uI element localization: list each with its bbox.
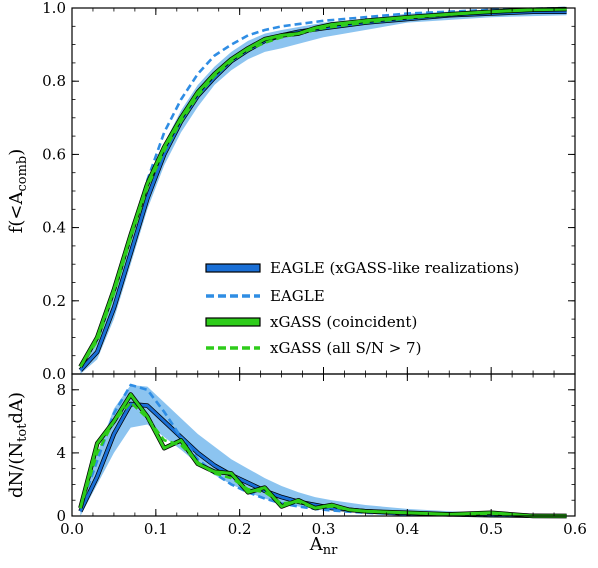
y-tick-label: 8 (56, 381, 66, 399)
x-label-sub: nr (323, 543, 338, 558)
y-axis-label-top: f(<Acomb) (6, 149, 30, 234)
y-tick-label: 1.0 (42, 0, 66, 17)
legend-swatch-2 (205, 317, 261, 327)
legend-label-3: xGASS (all S/N > 7) (270, 339, 421, 357)
x-tick-label: 0.0 (60, 520, 84, 538)
y-axis-label-bottom: dN/(NtotdA) (6, 392, 30, 498)
y-tick-label: 0.2 (42, 292, 66, 310)
y-label-close: ) (6, 149, 27, 156)
series-line-bottom-3 (79, 401, 567, 518)
y-tick-label: 4 (56, 444, 66, 462)
y-label-close: dA) (6, 392, 27, 424)
x-label-main: A (309, 534, 324, 555)
x-tick-label: 0.2 (228, 520, 252, 538)
y-tick-label: 0.4 (42, 219, 66, 237)
panel-bottom: 0.0 0.1 0.2 0.3 0.4 0.5 0.6 0 4 8 dN/(NtotdA) Anr (6, 373, 587, 558)
series-line-top-3 (79, 7, 567, 368)
y-tick-label: 0 (56, 507, 66, 525)
y-label-main: f(<A (6, 191, 27, 234)
panel-top: 0.0 0.2 0.4 0.6 0.8 1.0 f(<Acomb) (6, 0, 576, 383)
x-axis-label: Anr (309, 534, 338, 558)
y-label-main: dN/(N (6, 442, 27, 498)
legend-label-0: EAGLE (xGASS-like realizations) (270, 259, 519, 277)
x-tick-label: 0.6 (563, 520, 587, 538)
legend-label-1: EAGLE (270, 287, 325, 305)
x-tick-label: 0.4 (395, 520, 419, 538)
series-line-top-1 (79, 6, 567, 368)
legend-label-2: xGASS (coincident) (270, 313, 417, 331)
x-tick-label: 0.5 (479, 520, 503, 538)
series-line-bottom-2 (78, 393, 567, 518)
y-label-sub: comb (15, 156, 30, 192)
x-tick-label: 0.3 (312, 520, 336, 538)
legend-swatch-0 (205, 263, 261, 273)
y-tick-label: 0.0 (42, 365, 66, 383)
y-label-sub: tot (15, 423, 30, 442)
y-tick-label: 0.8 (42, 72, 66, 90)
y-tick-label: 0.6 (42, 145, 66, 163)
band-bottom (80, 385, 567, 516)
x-tick-label: 0.1 (144, 520, 168, 538)
band-top (80, 8, 567, 374)
legend: EAGLE (xGASS-like realizations) EAGLE xGAS… (205, 259, 519, 357)
